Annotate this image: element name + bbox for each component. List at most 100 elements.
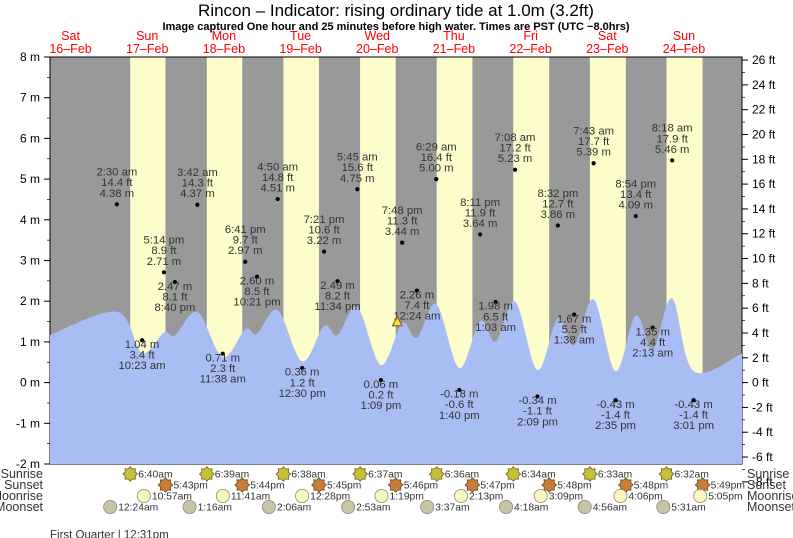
svg-text:5.00 m: 5.00 m (419, 163, 454, 175)
svg-text:Moonset: Moonset (747, 500, 793, 514)
svg-text:1:16am: 1:16am (198, 503, 232, 514)
svg-text:0 ft: 0 ft (752, 376, 769, 390)
svg-text:4:06pm: 4:06pm (628, 492, 662, 503)
svg-text:Sat: Sat (598, 29, 617, 43)
svg-text:First Quarter | 12:31pm: First Quarter | 12:31pm (50, 530, 169, 538)
svg-text:1:38 am: 1:38 am (554, 335, 595, 347)
svg-text:4:56am: 4:56am (593, 503, 627, 514)
svg-text:3.44 m: 3.44 m (385, 226, 420, 238)
svg-text:5:45pm: 5:45pm (327, 481, 361, 492)
svg-text:5:48pm: 5:48pm (634, 481, 668, 492)
svg-text:6:40am: 6:40am (138, 470, 172, 481)
svg-text:4.09 m: 4.09 m (618, 200, 653, 212)
svg-text:5:44pm: 5:44pm (250, 481, 284, 492)
svg-text:8:40 pm: 8:40 pm (154, 302, 195, 314)
svg-text:21–Feb: 21–Feb (433, 42, 475, 56)
svg-text:Tue: Tue (290, 29, 311, 43)
svg-text:19–Feb: 19–Feb (279, 42, 321, 56)
svg-text:-4 ft: -4 ft (752, 425, 773, 439)
svg-text:Fri: Fri (523, 29, 538, 43)
svg-text:18–Feb: 18–Feb (203, 42, 245, 56)
svg-text:5 m: 5 m (20, 172, 40, 186)
svg-text:20–Feb: 20–Feb (356, 42, 398, 56)
svg-text:0 m: 0 m (20, 376, 40, 390)
svg-text:2:06am: 2:06am (277, 503, 311, 514)
svg-text:1:40 pm: 1:40 pm (439, 410, 480, 422)
svg-text:5:48pm: 5:48pm (557, 481, 591, 492)
svg-text:12:24 am: 12:24 am (393, 311, 440, 323)
svg-text:23–Feb: 23–Feb (586, 42, 628, 56)
svg-text:2:09 pm: 2:09 pm (517, 416, 558, 428)
svg-text:2:53am: 2:53am (356, 503, 390, 514)
svg-text:Thu: Thu (443, 29, 465, 43)
svg-text:4 ft: 4 ft (752, 326, 769, 340)
svg-text:8 ft: 8 ft (752, 276, 769, 290)
svg-text:6 ft: 6 ft (752, 301, 769, 315)
svg-text:12 ft: 12 ft (752, 227, 776, 241)
svg-text:3:09pm: 3:09pm (549, 492, 583, 503)
svg-text:5.23 m: 5.23 m (498, 153, 533, 165)
svg-text:Wed: Wed (365, 29, 391, 43)
svg-text:4.51 m: 4.51 m (260, 183, 295, 195)
svg-text:2.71 m: 2.71 m (147, 256, 182, 268)
svg-text:2:35 pm: 2:35 pm (595, 420, 636, 432)
svg-text:8 m: 8 m (20, 50, 40, 64)
svg-text:24–Feb: 24–Feb (663, 42, 705, 56)
svg-text:Mon: Mon (212, 29, 236, 43)
svg-text:11:34 pm: 11:34 pm (314, 301, 360, 313)
svg-text:3.22 m: 3.22 m (307, 235, 342, 247)
svg-text:10 ft: 10 ft (752, 252, 776, 266)
svg-text:12:24am: 12:24am (118, 503, 158, 514)
svg-text:2 ft: 2 ft (752, 351, 769, 365)
svg-text:17–Feb: 17–Feb (126, 42, 168, 56)
svg-text:10:23 am: 10:23 am (118, 360, 165, 372)
svg-text:12:28pm: 12:28pm (310, 492, 350, 503)
svg-text:5:05pm: 5:05pm (708, 492, 742, 503)
svg-text:2.97 m: 2.97 m (228, 245, 263, 257)
svg-text:5:49pm: 5:49pm (711, 481, 745, 492)
svg-text:Rincon – Indicator: rising or: Rincon – Indicator: rising ordinary tide… (198, 1, 594, 20)
svg-text:-1 m: -1 m (16, 416, 40, 430)
svg-text:26 ft: 26 ft (752, 53, 776, 67)
svg-text:22–Feb: 22–Feb (509, 42, 551, 56)
svg-text:20 ft: 20 ft (752, 127, 776, 141)
svg-text:4.37 m: 4.37 m (180, 188, 215, 200)
svg-text:2 m: 2 m (20, 294, 40, 308)
svg-text:16–Feb: 16–Feb (49, 42, 91, 56)
svg-text:1:09 pm: 1:09 pm (361, 400, 402, 412)
svg-text:1:03 am: 1:03 am (475, 322, 516, 334)
svg-text:3:37am: 3:37am (435, 503, 469, 514)
svg-text:1:19pm: 1:19pm (390, 492, 424, 503)
svg-text:3 m: 3 m (20, 254, 40, 268)
svg-text:Sat: Sat (61, 29, 80, 43)
svg-text:6 m: 6 m (20, 131, 40, 145)
svg-text:10:21 pm: 10:21 pm (233, 297, 280, 309)
svg-text:5.46 m: 5.46 m (655, 144, 690, 156)
svg-text:22 ft: 22 ft (752, 103, 776, 117)
svg-text:4 m: 4 m (20, 213, 40, 227)
svg-text:12:30 pm: 12:30 pm (279, 388, 326, 400)
svg-text:14 ft: 14 ft (752, 202, 776, 216)
svg-text:4:18am: 4:18am (514, 503, 548, 514)
svg-text:11:38 am: 11:38 am (200, 374, 246, 386)
svg-text:5:31am: 5:31am (671, 503, 705, 514)
svg-text:5.39 m: 5.39 m (576, 147, 611, 159)
svg-text:3:01 pm: 3:01 pm (673, 420, 714, 432)
svg-text:5:43pm: 5:43pm (174, 481, 208, 492)
svg-text:-6 ft: -6 ft (752, 450, 773, 464)
svg-text:2:13pm: 2:13pm (469, 492, 503, 503)
svg-text:16 ft: 16 ft (752, 177, 776, 191)
svg-text:4.75 m: 4.75 m (340, 173, 375, 185)
svg-text:7 m: 7 m (20, 91, 40, 105)
svg-text:11:41am: 11:41am (231, 492, 270, 503)
svg-text:6:39am: 6:39am (215, 470, 249, 481)
svg-text:4.38 m: 4.38 m (100, 188, 135, 200)
svg-text:-2 ft: -2 ft (752, 400, 773, 414)
svg-text:5:46pm: 5:46pm (404, 481, 438, 492)
svg-text:2:13 am: 2:13 am (632, 348, 673, 360)
svg-text:3.86 m: 3.86 m (541, 209, 576, 221)
svg-text:Moonset: Moonset (0, 500, 44, 514)
svg-text:5:47pm: 5:47pm (480, 481, 514, 492)
svg-text:18 ft: 18 ft (752, 152, 776, 166)
svg-text:3.64 m: 3.64 m (463, 218, 498, 230)
